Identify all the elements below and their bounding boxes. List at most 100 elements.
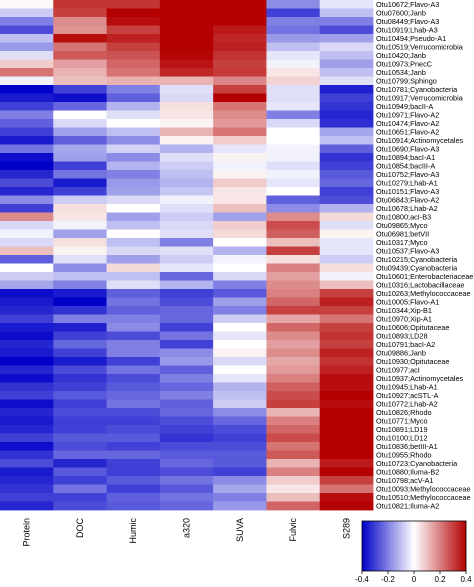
heatmap-cell [106,297,161,307]
heatmap-cell [159,170,214,179]
heatmap-cell [53,323,107,332]
colorbar-segment [377,521,381,571]
heatmap-cell [106,178,161,188]
heatmap-cell [53,382,107,392]
heatmap-cell [213,85,267,94]
row-label: Otu10772;Lhab-A2 [376,399,438,408]
heatmap-cell [53,246,107,256]
heatmap-cell [106,374,161,383]
heatmap-cell [319,42,374,52]
heatmap-cell [53,221,107,230]
heatmap-cell [53,391,107,400]
heatmap-cell [159,204,214,213]
heatmap-cell [266,68,321,77]
colorbar-tick-label: -0.4 [355,575,369,584]
heatmap-cell [0,110,54,120]
heatmap-cell [159,144,214,154]
heatmap-cell [266,0,321,9]
heatmap-cell [266,25,321,35]
heatmap-cell [319,170,374,179]
heatmap-cell [266,255,321,264]
heatmap-cell [266,331,321,341]
heatmap-cell [319,348,374,358]
heatmap-cell [319,212,374,222]
heatmap-cell [53,484,107,494]
row-label: Otu10919;Lhab-A3 [376,25,438,34]
heatmap-cell [53,51,107,60]
row-label: Otu10955;Rhodo [376,450,432,459]
heatmap-cell [159,306,214,315]
heatmap-cell [0,212,54,222]
heatmap-cell [319,76,374,86]
heatmap-cell [53,374,107,383]
heatmap-cell [213,493,267,502]
heatmap-cell [159,238,214,247]
heatmap-cell [319,187,374,196]
heatmap-cell [319,340,374,349]
heatmap-cell [266,365,321,375]
heatmap-cell [213,17,267,26]
row-label: Otu10836;betIII-A1 [376,442,438,451]
heatmap-cell [319,161,374,171]
heatmap-cell [213,127,267,137]
heatmap-cell [159,399,214,409]
heatmap-cell [106,442,161,451]
column-labels: Protein DOC Humic a320 SUVA Fulvic S289 [22,518,352,547]
heatmap-cell [53,314,107,324]
colorbar-segment [429,521,433,571]
heatmap-cell [319,374,374,383]
heatmap-cell [106,314,161,324]
heatmap-cell [213,399,267,409]
heatmap-cell [106,229,161,239]
heatmap-cell [106,51,161,60]
heatmap-cell [0,187,54,196]
heatmap-cell [213,255,267,264]
heatmap-cell [159,323,214,332]
heatmap-cell [159,119,214,128]
heatmap-cell [0,204,54,213]
row-label: Otu10601;Enterobacteriaceae [376,272,473,281]
heatmap-cell [213,501,267,511]
row-label: Otu10534;Janb [376,68,426,77]
heatmap-cell [53,212,107,222]
heatmap-cell [0,144,54,154]
heatmap-cell [0,399,54,409]
row-label: Otu10854;bacIII-A [376,161,435,170]
heatmap-cell [0,272,54,281]
heatmap-cell [106,289,161,298]
heatmap-cell [213,450,267,460]
heatmap-cell [319,493,374,502]
row-label: Otu09439;Cyanobacteria [376,263,458,272]
heatmap-cell [319,467,374,477]
heatmap-cell [106,246,161,256]
heatmap-cell [213,42,267,52]
heatmap-cell [159,229,214,239]
heatmap-cell [213,51,267,60]
heatmap-cell [0,0,54,9]
colorbar-segment [442,521,446,571]
heatmap-cell [159,85,214,94]
colorbar-segment [364,521,368,571]
heatmap-cell [106,144,161,154]
heatmap-cell [213,153,267,162]
heatmap-cell [266,467,321,477]
heatmap-cell [159,136,214,145]
colorbar-segment [393,521,397,571]
heatmap-cell [319,0,374,9]
heatmap-cell [159,212,214,222]
heatmap-cell [0,476,54,485]
heatmap-cell [106,68,161,77]
colorbar-segment [414,521,417,571]
heatmap-cell [159,501,214,511]
heatmap-cell [213,68,267,77]
heatmap-cell [319,357,374,366]
heatmap-cell [266,408,321,417]
heatmap-cell [0,340,54,349]
heatmap-cell [159,110,214,120]
heatmap-cell [0,8,54,18]
heatmap-cell [53,255,107,264]
heatmap-cell [266,212,321,222]
heatmap-cell [319,365,374,375]
heatmap-cell [53,25,107,35]
heatmap-cell [0,255,54,264]
